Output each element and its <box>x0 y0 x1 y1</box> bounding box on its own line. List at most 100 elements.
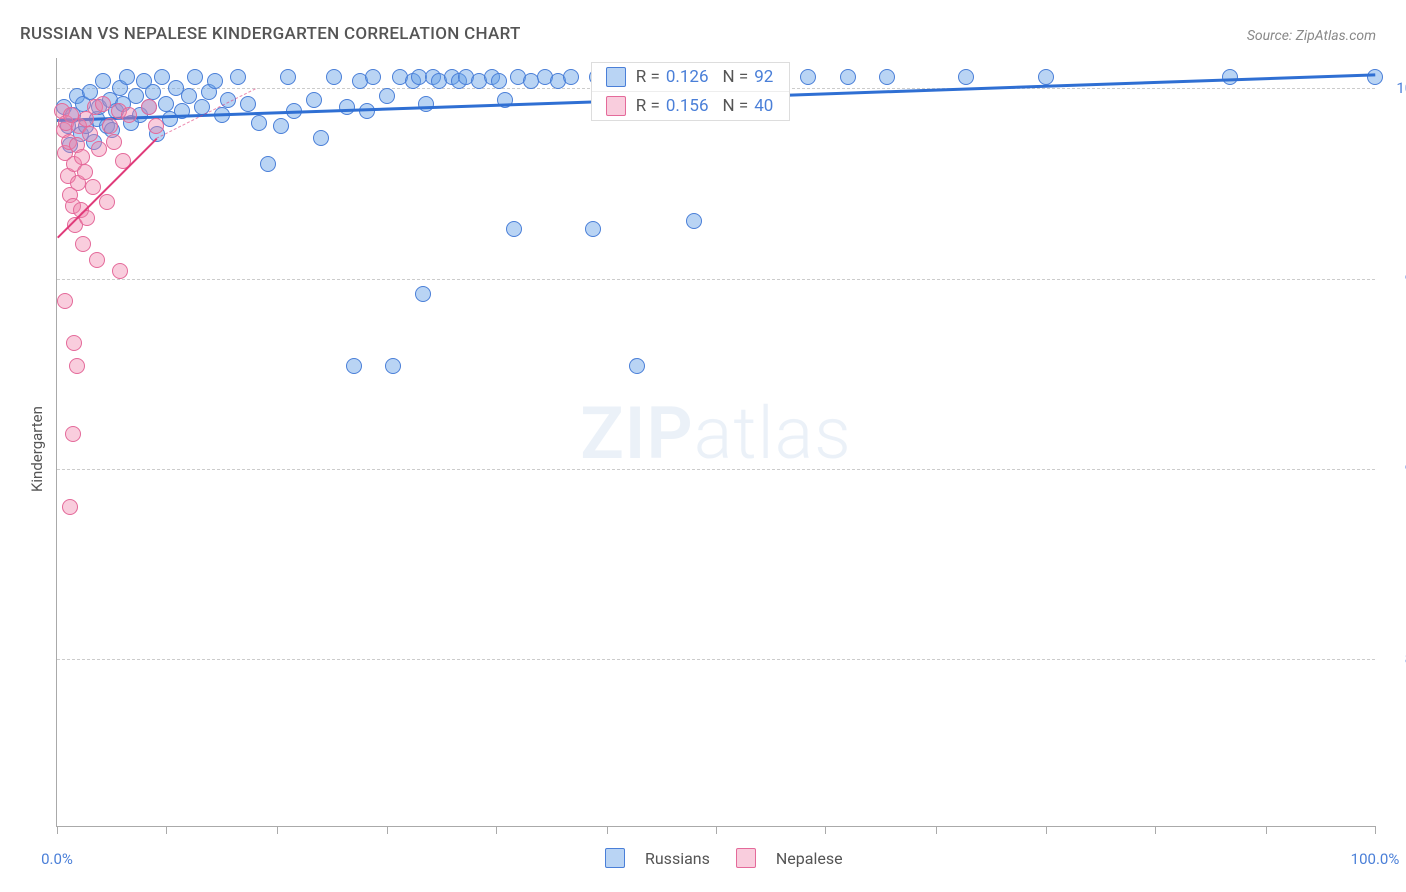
data-point <box>145 84 161 100</box>
data-point <box>102 118 118 134</box>
legend-swatch <box>606 67 626 87</box>
legend-swatch <box>736 848 756 868</box>
data-point <box>313 130 329 146</box>
data-point <box>1038 69 1054 85</box>
data-point <box>187 69 203 85</box>
data-point <box>585 221 601 237</box>
data-point <box>141 99 157 115</box>
legend-bottom: RussiansNepalese <box>605 848 859 868</box>
y-tick-label: 85.0% <box>1385 650 1406 668</box>
legend-stats-row: R = 0.126 N =92 <box>592 63 790 92</box>
x-tick <box>936 826 937 834</box>
legend-swatch <box>606 96 626 116</box>
data-point <box>91 141 107 157</box>
data-point <box>230 69 246 85</box>
data-point <box>326 69 342 85</box>
x-tick <box>57 826 58 834</box>
data-point <box>74 149 90 165</box>
data-point <box>563 69 579 85</box>
data-point <box>158 96 174 112</box>
data-point <box>148 118 164 134</box>
watermark-bold: ZIP <box>580 391 693 476</box>
data-point <box>128 88 144 104</box>
data-point <box>260 156 276 172</box>
data-point <box>106 134 122 150</box>
data-point <box>57 293 73 309</box>
x-tick <box>607 826 608 834</box>
data-point <box>95 73 111 89</box>
watermark: ZIPatlas <box>580 391 852 476</box>
data-point <box>82 126 98 142</box>
x-tick-label: 100.0% <box>1351 850 1400 868</box>
legend-r-label: R = <box>636 67 660 87</box>
legend-n-value: 92 <box>754 67 773 87</box>
data-point <box>385 358 401 374</box>
gridline <box>57 279 1375 280</box>
legend-stats: R = 0.126 N =92 R = 0.156 N =40 <box>591 62 791 121</box>
data-point <box>629 358 645 374</box>
gridline <box>57 659 1375 660</box>
data-point <box>112 263 128 279</box>
data-point <box>154 69 170 85</box>
x-tick <box>166 826 167 834</box>
data-point <box>379 88 395 104</box>
x-tick <box>387 826 388 834</box>
y-tick-label: 90.0% <box>1385 460 1406 478</box>
data-point <box>85 179 101 195</box>
x-tick <box>825 826 826 834</box>
data-point <box>89 252 105 268</box>
data-point <box>365 69 381 85</box>
legend-r-value: 0.156 <box>666 96 709 116</box>
legend-r-label: R = <box>636 96 660 116</box>
data-point <box>1222 69 1238 85</box>
data-point <box>69 358 85 374</box>
data-point <box>958 69 974 85</box>
data-point <box>77 164 93 180</box>
watermark-light: atlas <box>694 391 852 476</box>
y-tick-label: 95.0% <box>1385 270 1406 288</box>
x-tick <box>496 826 497 834</box>
data-point <box>339 99 355 115</box>
data-point <box>75 236 91 252</box>
x-tick <box>1155 826 1156 834</box>
data-point <box>119 69 135 85</box>
data-point <box>121 107 137 123</box>
data-point <box>181 88 197 104</box>
legend-series-label: Nepalese <box>776 849 843 868</box>
legend-n-label: N = <box>723 96 749 116</box>
data-point <box>879 69 895 85</box>
x-tick <box>1266 826 1267 834</box>
data-point <box>686 213 702 229</box>
y-tick-label: 100.0% <box>1385 79 1406 97</box>
legend-r-value: 0.126 <box>666 67 709 87</box>
data-point <box>240 96 256 112</box>
scatter-plot: ZIPatlas 85.0%90.0%95.0%100.0%0.0%100.0%… <box>56 58 1375 827</box>
data-point <box>280 69 296 85</box>
data-point <box>506 221 522 237</box>
legend-n-value: 40 <box>754 96 773 116</box>
data-point <box>95 96 111 112</box>
data-point <box>62 499 78 515</box>
data-point <box>1367 69 1383 85</box>
data-point <box>82 84 98 100</box>
y-axis-label: Kindergarten <box>28 406 46 492</box>
source-attribution: Source: ZipAtlas.com <box>1247 28 1376 44</box>
legend-swatch <box>605 848 625 868</box>
x-tick <box>716 826 717 834</box>
x-tick-label: 0.0% <box>41 850 73 868</box>
x-tick <box>277 826 278 834</box>
data-point <box>415 286 431 302</box>
data-point <box>99 194 115 210</box>
data-point <box>840 69 856 85</box>
legend-stats-row: R = 0.156 N =40 <box>592 92 790 120</box>
x-tick <box>1375 826 1376 834</box>
legend-n-label: N = <box>723 67 749 87</box>
data-point <box>306 92 322 108</box>
data-point <box>491 73 507 89</box>
data-point <box>800 69 816 85</box>
x-tick <box>1046 826 1047 834</box>
data-point <box>65 426 81 442</box>
data-point <box>346 358 362 374</box>
data-point <box>273 118 289 134</box>
data-point <box>66 335 82 351</box>
